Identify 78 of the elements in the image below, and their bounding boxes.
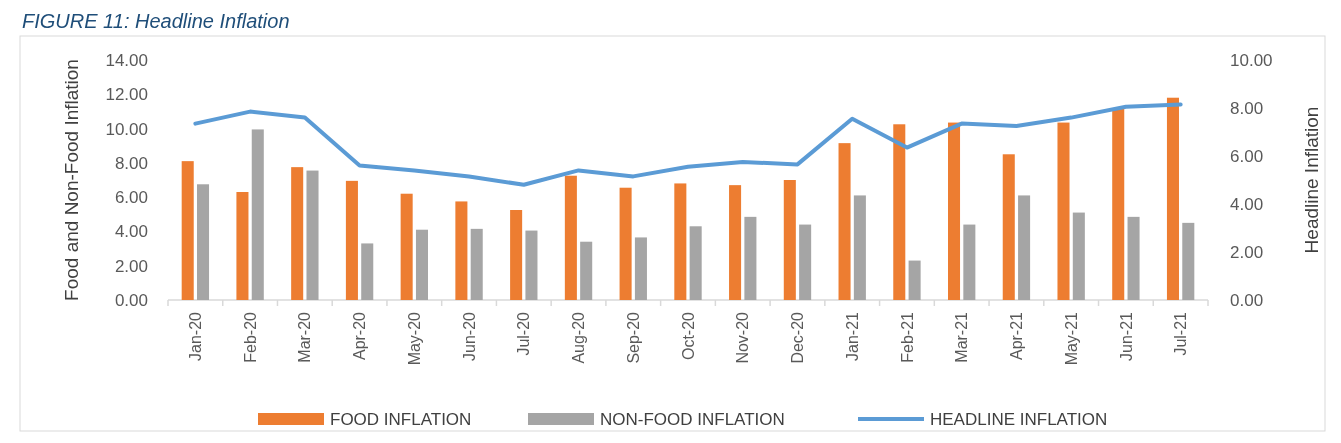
line-series: [193, 102, 1183, 187]
y-tick-label: 10.00: [105, 119, 148, 139]
y2-tick-label: 0.00: [1230, 290, 1264, 310]
y-tick-label: 2.00: [114, 256, 148, 276]
bar: [1072, 212, 1085, 300]
x-tick-label: May-20: [405, 311, 423, 366]
x-tick-label: Jan-21: [843, 311, 861, 361]
legend-label: HEADLINE INFLATION: [930, 409, 1108, 429]
y2-tick-label: 10.00: [1230, 50, 1273, 70]
bar: [345, 180, 358, 300]
bar: [1112, 108, 1125, 300]
bar: [181, 161, 194, 300]
y-tick-label: 12.00: [105, 85, 148, 105]
bar: [455, 201, 468, 300]
x-tick-label: Mar-21: [953, 311, 971, 363]
bar: [197, 184, 210, 300]
bar: [729, 185, 742, 300]
bar: [400, 193, 413, 300]
y2-tick-label: 2.00: [1230, 242, 1264, 262]
x-tick-label: Feb-21: [898, 311, 916, 363]
bar: [525, 230, 538, 300]
legend-label: NON-FOOD INFLATION: [600, 409, 785, 429]
bar: [908, 260, 921, 300]
y2-tick-label: 8.00: [1230, 98, 1264, 118]
bar: [689, 226, 702, 300]
x-tick-label: Mar-20: [296, 311, 314, 363]
y-tick-label: 8.00: [114, 153, 148, 173]
y2-tick-label: 4.00: [1230, 194, 1264, 214]
bar: [415, 229, 428, 300]
legend-label: FOOD INFLATION: [330, 409, 472, 429]
x-tick-label: Apr-20: [351, 311, 369, 361]
bar: [291, 167, 304, 300]
bar: [361, 243, 374, 300]
bar: [893, 124, 906, 300]
x-tick-label: Jan-20: [186, 311, 204, 361]
y-axis-title: Food and Non-Food Inflation: [61, 59, 82, 301]
bar: [783, 180, 796, 300]
bar: [564, 175, 577, 300]
bar: [470, 228, 483, 300]
bar: [634, 237, 647, 300]
x-tick-label: Jun-20: [460, 311, 478, 361]
x-tick-label: Sep-20: [624, 311, 642, 364]
bar: [251, 129, 264, 300]
y2-axis-title: Headline Inflation: [1301, 106, 1322, 254]
x-tick-label: Dec-20: [789, 311, 807, 364]
y-tick-label: 4.00: [114, 222, 148, 242]
bar: [1182, 222, 1195, 300]
y-tick-label: 14.00: [105, 50, 148, 70]
x-tick-label: Feb-20: [241, 311, 259, 363]
bar: [1127, 216, 1140, 300]
bar: [619, 187, 632, 300]
bar: [853, 195, 866, 300]
x-tick-label: Jul-21: [1172, 311, 1190, 356]
bar: [1057, 122, 1070, 300]
bar: [580, 241, 593, 300]
y2-tick-label: 6.00: [1230, 146, 1264, 166]
bar: [1166, 97, 1179, 300]
bar: [963, 224, 976, 300]
x-tick-label: Aug-20: [570, 311, 588, 364]
y-tick-label: 6.00: [114, 188, 148, 208]
bar: [510, 210, 523, 300]
y-tick-label: 0.00: [114, 290, 148, 310]
x-tick-label: Nov-20: [734, 311, 752, 364]
x-tick-label: Jun-21: [1117, 311, 1135, 361]
x-tick-label: May-21: [1062, 311, 1080, 366]
bar: [1002, 154, 1015, 300]
x-tick-label: Apr-21: [1008, 311, 1026, 361]
x-tick-label: Jul-20: [515, 311, 533, 356]
bar: [236, 192, 249, 300]
bar: [306, 170, 319, 300]
x-tick-label: Oct-20: [679, 311, 697, 361]
bar: [1018, 195, 1031, 300]
bar: [799, 224, 812, 300]
bar: [674, 183, 687, 300]
bar: [948, 122, 961, 300]
chart-title: FIGURE 11: Headline Inflation: [22, 10, 290, 32]
bar: [744, 216, 757, 300]
bar: [838, 143, 851, 300]
